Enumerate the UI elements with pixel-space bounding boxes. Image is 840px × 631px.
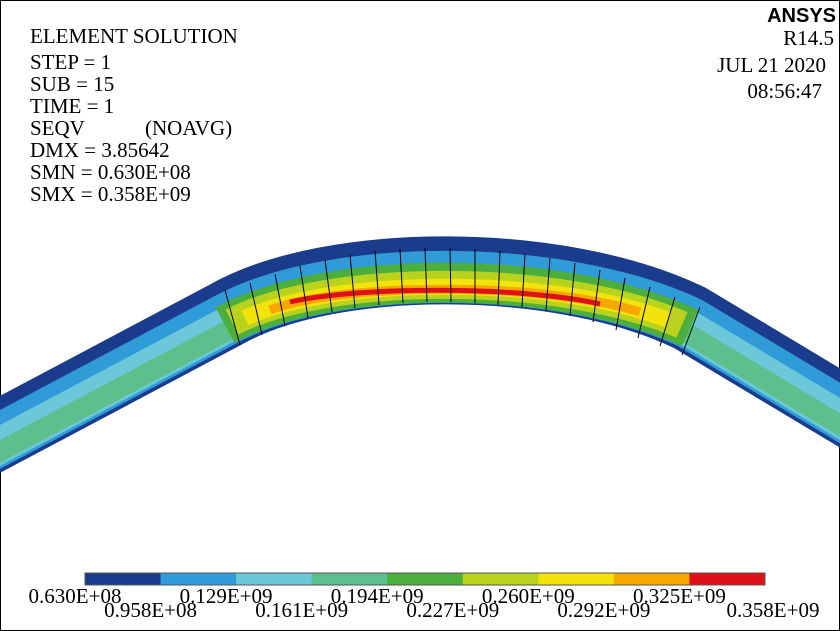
- legend-swatch: [613, 573, 690, 585]
- legend-label: 0.260E+09: [482, 584, 575, 608]
- legend-swatch: [236, 573, 313, 585]
- legend-swatch: [311, 573, 388, 585]
- info-line: STEP = 1: [30, 50, 111, 74]
- legend-label: 0.325E+09: [633, 584, 726, 608]
- time: 08:56:47: [747, 79, 822, 103]
- info-line: (NOAVG): [145, 116, 232, 140]
- legend-swatch: [387, 573, 464, 585]
- info-line: SMN = 0.630E+08: [30, 160, 191, 184]
- pipe: [0, 236, 840, 473]
- legend-label: 0.630E+08: [29, 584, 122, 608]
- legend-swatch: [689, 573, 766, 585]
- legend-swatch: [462, 573, 539, 585]
- legend-label: 0.292E+09: [557, 598, 650, 622]
- product: ANSYS: [767, 5, 836, 27]
- legend-label: 0.227E+09: [406, 598, 499, 622]
- version: R14.5: [783, 26, 834, 50]
- legend-swatch: [160, 573, 237, 585]
- legend-swatch: [85, 573, 162, 585]
- legend-label: 0.958E+08: [104, 598, 197, 622]
- title: ELEMENT SOLUTION: [30, 24, 238, 48]
- legend-swatch: [538, 573, 615, 585]
- legend-label: 0.129E+09: [180, 584, 273, 608]
- legend-label: 0.358E+09: [727, 598, 820, 622]
- info-line: SMX = 0.358E+09: [30, 182, 191, 206]
- info-line: TIME = 1: [30, 94, 114, 118]
- info-line: SEQV: [30, 116, 85, 140]
- info-line: SUB = 15: [30, 72, 114, 96]
- legend-label: 0.194E+09: [331, 584, 424, 608]
- legend-label: 0.161E+09: [255, 598, 348, 622]
- info-line: DMX = 3.85642: [30, 138, 170, 162]
- date: JUL 21 2020: [717, 53, 826, 77]
- legend-border: [84, 572, 766, 586]
